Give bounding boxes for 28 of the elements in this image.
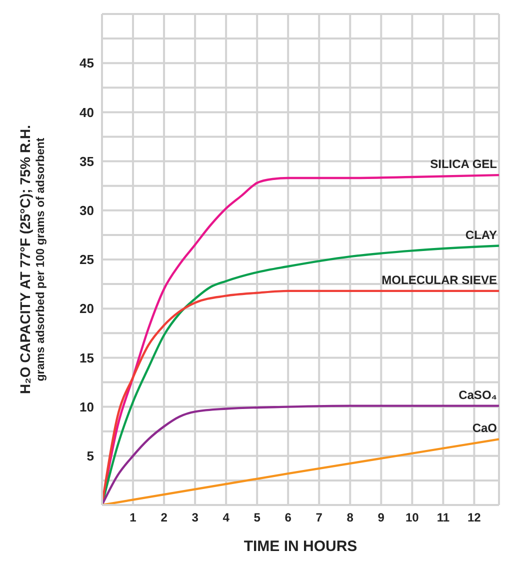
x-axis-title: TIME IN HOURS (244, 538, 358, 555)
x-tick-label: 4 (222, 510, 230, 525)
y-axis-title: H₂O CAPACITY AT 77°F (25°C); 75% R.H. grams adsorbed per 100 grams of adsorbent (17, 125, 47, 394)
y-tick-label: 10 (80, 399, 94, 414)
y-tick-label: 15 (80, 350, 94, 366)
series-label: CLAY (465, 228, 497, 242)
y-tick-label: 40 (80, 104, 94, 120)
x-tick-label: 11 (436, 510, 450, 525)
x-tick-label: 5 (254, 510, 261, 525)
y-tick-label: 20 (80, 301, 94, 316)
series-label: CaSO₄ (458, 388, 498, 402)
y-tick-label: 25 (80, 252, 94, 268)
x-tick-label: 9 (378, 510, 385, 525)
y-tick-label: 45 (80, 56, 94, 71)
series-label: CaO (472, 421, 497, 436)
x-tick-label: 6 (284, 510, 292, 525)
x-tick-label: 7 (316, 510, 323, 525)
x-tick-label: 10 (405, 510, 420, 525)
x-tick-label: 3 (192, 510, 199, 525)
y-tick-label: 5 (86, 448, 94, 464)
y-tick-label: 35 (80, 154, 94, 169)
series-label: MOLECULAR SIEVE (382, 272, 497, 287)
x-tick-label: 8 (346, 510, 354, 525)
x-tick-label: 12 (468, 510, 482, 525)
series-label: SILICA GEL (430, 157, 497, 172)
x-tick-label: 1 (130, 510, 137, 525)
y-tick-label: 30 (80, 203, 94, 218)
x-tick-label: 2 (160, 510, 168, 525)
